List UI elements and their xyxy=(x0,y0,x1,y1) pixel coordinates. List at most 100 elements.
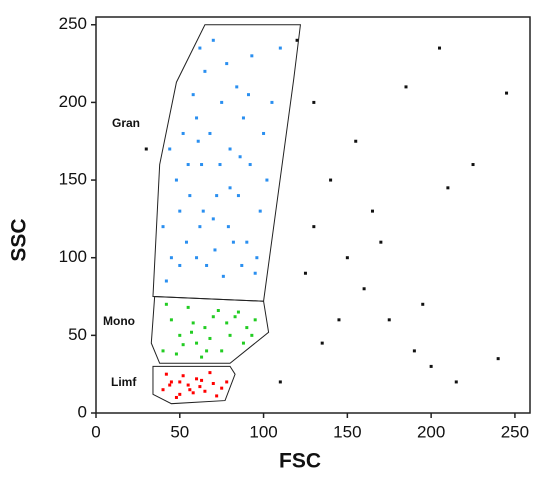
data-point xyxy=(270,100,274,104)
data-point xyxy=(354,139,358,143)
data-point xyxy=(208,336,212,340)
data-point xyxy=(454,380,458,384)
data-point xyxy=(225,321,229,325)
data-point xyxy=(169,380,173,384)
x-tick-label: 50 xyxy=(170,422,189,441)
data-point xyxy=(228,333,232,337)
data-point xyxy=(186,163,190,167)
data-point xyxy=(228,147,232,151)
data-point xyxy=(203,389,207,393)
data-point xyxy=(218,163,222,167)
data-point xyxy=(178,263,182,267)
data-point xyxy=(164,302,168,306)
data-point xyxy=(312,225,316,229)
data-point xyxy=(236,194,240,198)
data-point xyxy=(235,85,239,89)
gate-label: Limf xyxy=(111,375,137,389)
y-tick-label: 250 xyxy=(59,14,87,33)
data-point xyxy=(253,271,257,275)
data-point xyxy=(191,321,195,325)
data-point xyxy=(429,364,433,368)
data-point xyxy=(211,38,215,42)
data-point xyxy=(168,383,172,387)
data-point xyxy=(245,326,249,330)
data-point xyxy=(196,139,200,143)
y-tick-label: 100 xyxy=(59,247,87,266)
data-point xyxy=(250,333,254,337)
data-point xyxy=(186,305,190,309)
data-point xyxy=(250,54,254,58)
data-point xyxy=(195,116,199,120)
data-point xyxy=(225,62,229,66)
data-point xyxy=(329,178,333,182)
data-point xyxy=(181,131,185,135)
x-tick-label: 100 xyxy=(249,422,277,441)
data-point xyxy=(412,349,416,353)
data-point xyxy=(221,274,225,278)
x-tick-label: 150 xyxy=(333,422,361,441)
gate xyxy=(150,296,270,364)
data-point xyxy=(161,388,165,392)
data-point xyxy=(188,388,192,392)
data-point xyxy=(195,341,199,345)
data-point xyxy=(241,341,245,345)
data-point xyxy=(211,381,215,385)
data-point xyxy=(174,352,178,356)
x-tick-label: 250 xyxy=(501,422,529,441)
y-tick-label: 50 xyxy=(68,325,87,344)
data-point xyxy=(205,263,209,267)
data-point xyxy=(178,380,182,384)
plot-frame xyxy=(95,16,531,414)
data-point xyxy=(505,91,509,95)
data-point xyxy=(186,383,190,387)
data-point xyxy=(215,394,219,398)
data-point xyxy=(181,374,185,378)
data-point xyxy=(181,343,185,347)
data-point xyxy=(205,349,209,353)
data-point xyxy=(312,100,316,104)
data-point xyxy=(236,310,240,314)
gate xyxy=(152,365,236,405)
data-point xyxy=(174,178,178,182)
y-axis-title: SSC xyxy=(8,218,31,261)
data-point xyxy=(238,155,242,159)
gate-label: Gran xyxy=(112,116,140,130)
data-point xyxy=(184,240,188,244)
data-point xyxy=(404,85,408,89)
data-point xyxy=(208,371,212,375)
data-point xyxy=(188,194,192,198)
data-point xyxy=(262,131,266,135)
data-point xyxy=(387,318,391,322)
data-point xyxy=(215,194,219,198)
data-point xyxy=(421,302,425,306)
data-point xyxy=(337,318,341,322)
data-point xyxy=(190,330,194,334)
data-point xyxy=(174,395,178,399)
data-point xyxy=(164,279,168,283)
data-point xyxy=(362,287,366,291)
data-point xyxy=(203,69,207,73)
data-point xyxy=(220,349,224,353)
data-point xyxy=(228,186,232,190)
y-tick-label: 150 xyxy=(59,170,87,189)
data-point xyxy=(195,377,199,381)
data-point xyxy=(320,341,324,345)
data-point xyxy=(226,225,230,229)
data-point xyxy=(278,380,282,384)
data-point xyxy=(216,309,220,313)
data-point xyxy=(233,315,237,319)
data-point xyxy=(220,100,224,104)
data-point xyxy=(278,46,282,50)
data-point xyxy=(446,186,450,190)
data-point xyxy=(200,163,204,167)
data-point xyxy=(231,240,235,244)
y-tick-label: 200 xyxy=(59,92,87,111)
data-point xyxy=(198,385,202,389)
data-point xyxy=(471,163,475,167)
data-point xyxy=(161,349,165,353)
data-point xyxy=(253,318,257,322)
data-point xyxy=(168,147,172,151)
x-tick-label: 0 xyxy=(91,422,100,441)
data-point xyxy=(201,209,205,213)
